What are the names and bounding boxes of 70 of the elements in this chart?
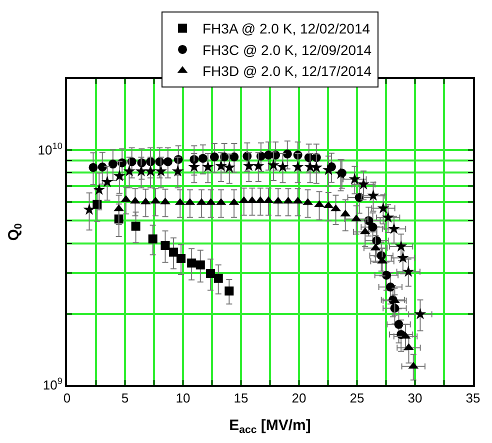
point	[358, 178, 370, 190]
point	[206, 268, 215, 278]
point	[395, 240, 408, 252]
point	[131, 222, 140, 231]
point	[172, 165, 184, 176]
point	[210, 152, 219, 162]
x-axis-title: E$_{acc}$ [MV/m]	[229, 417, 311, 436]
point	[414, 308, 426, 320]
point	[386, 282, 395, 292]
point	[93, 184, 106, 195]
x-tick-label: 35	[466, 390, 480, 406]
legend-label: FH3A @ 2.0 K, 12/02/2014	[202, 20, 370, 37]
point	[148, 234, 158, 244]
x-tick-label: 20	[292, 390, 306, 406]
x-tick-label: 10	[176, 390, 190, 406]
point	[198, 154, 208, 163]
point	[223, 161, 236, 173]
point	[390, 296, 400, 304]
point	[394, 320, 404, 329]
x-tick-label: 30	[408, 390, 422, 406]
point	[351, 214, 362, 222]
point	[214, 274, 223, 283]
point	[98, 162, 107, 172]
point	[154, 165, 167, 176]
point	[334, 168, 347, 179]
point	[160, 240, 170, 250]
point	[252, 160, 264, 172]
point	[144, 165, 157, 176]
point	[101, 176, 114, 188]
point	[123, 165, 136, 176]
point	[388, 222, 400, 234]
point	[168, 248, 178, 257]
point	[368, 222, 378, 232]
point	[267, 158, 280, 170]
point	[367, 189, 380, 201]
point	[382, 211, 394, 223]
point	[196, 260, 205, 270]
x-tick-label: 25	[350, 390, 364, 406]
point	[176, 254, 186, 264]
legend-label: FH3D @ 2.0 K, 12/17/2014	[202, 63, 372, 80]
point	[130, 196, 140, 204]
x-tick-label: 0	[63, 390, 71, 406]
point	[108, 160, 118, 169]
point	[348, 172, 361, 184]
point	[113, 170, 126, 182]
point	[292, 160, 304, 172]
point	[242, 160, 255, 172]
point	[202, 160, 214, 172]
point	[83, 203, 96, 215]
point	[396, 252, 409, 264]
point	[224, 286, 234, 296]
y-tick-label: 10$^{9}$	[42, 376, 62, 393]
x-tick-label: 15	[234, 390, 248, 406]
point	[160, 197, 170, 204]
point	[230, 152, 239, 162]
point	[282, 149, 292, 158]
point	[187, 258, 196, 268]
point	[188, 160, 200, 172]
x-tick-label: 5	[121, 390, 129, 406]
legend-label: FH3C @ 2.0 K, 12/09/2014	[202, 42, 372, 58]
point	[135, 165, 148, 176]
point	[163, 157, 172, 166]
point	[88, 162, 98, 172]
point	[283, 196, 294, 204]
point	[276, 160, 289, 172]
y-tick-label: 10$^{10}$	[38, 140, 62, 158]
point	[215, 160, 228, 172]
point	[377, 202, 390, 214]
point	[330, 204, 341, 212]
point	[402, 265, 414, 277]
